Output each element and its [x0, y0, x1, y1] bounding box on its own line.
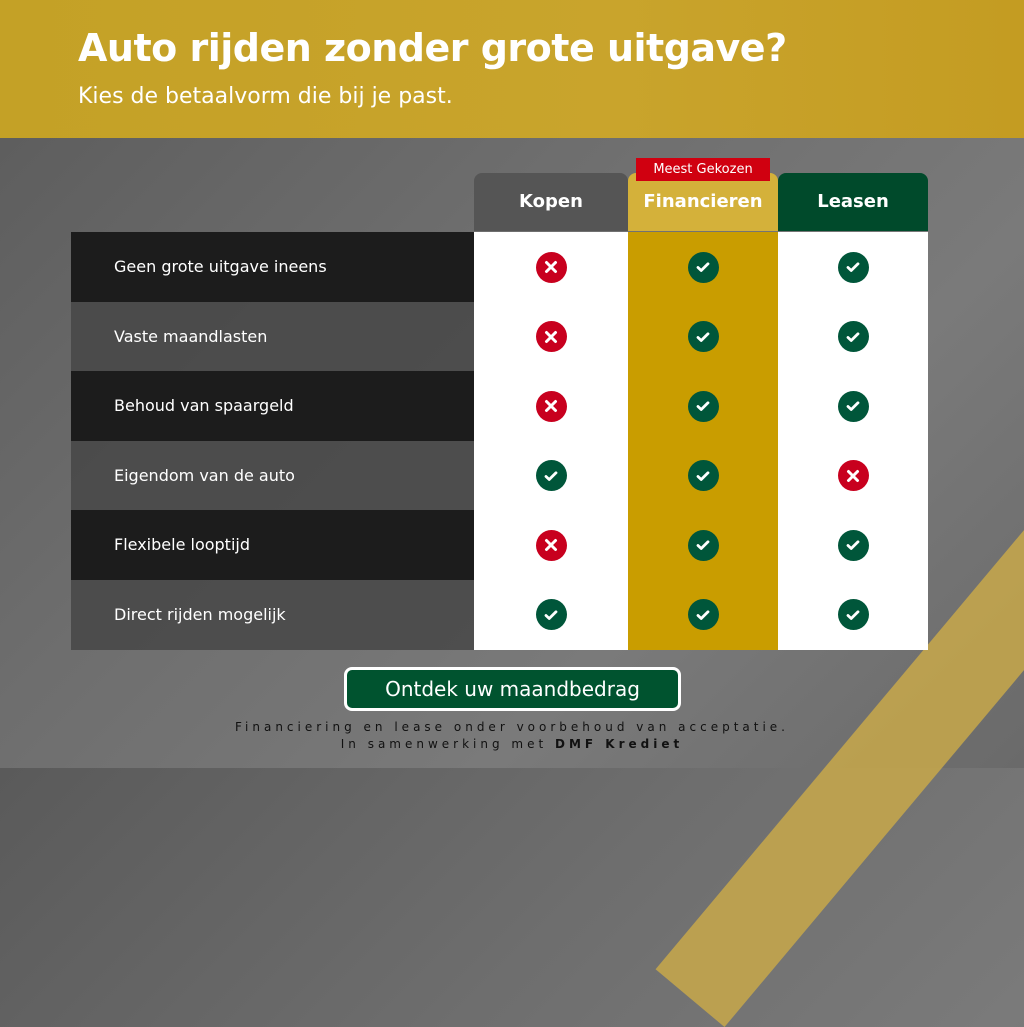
check-icon: [837, 321, 869, 352]
table-row: Behoud van spaargeld: [71, 371, 928, 441]
column-header-kopen: Kopen: [474, 173, 628, 231]
cell-financieren: [628, 440, 778, 511]
cross-icon: [535, 251, 567, 283]
check-icon: [535, 599, 567, 630]
cell-leasen: [778, 579, 928, 650]
cross-icon: [535, 529, 567, 561]
row-label: Eigendom van de auto: [71, 440, 474, 511]
check-icon: [535, 460, 567, 491]
check-icon: [687, 251, 719, 283]
footer-partner: In samenwerking met DMF Krediet: [0, 737, 1024, 751]
row-label: Vaste maandlasten: [71, 301, 474, 372]
page-subtitle: Kies de betaalvorm die bij je past.: [78, 84, 453, 109]
check-icon: [837, 599, 869, 630]
cell-kopen: [474, 510, 628, 580]
partner-brand: DMF Krediet: [555, 737, 684, 751]
cross-icon: [535, 390, 567, 422]
table-row: Vaste maandlasten: [71, 301, 928, 372]
cell-leasen: [778, 510, 928, 580]
header-band: [0, 0, 1024, 138]
cell-leasen: [778, 301, 928, 372]
most-chosen-badge: Meest Gekozen: [636, 158, 770, 181]
cell-kopen: [474, 301, 628, 372]
check-icon: [687, 460, 719, 491]
footer-partner-text: In samenwerking met: [340, 737, 556, 751]
column-header-leasen: Leasen: [778, 173, 928, 231]
row-label: Behoud van spaargeld: [71, 371, 474, 441]
column-header-financieren: Financieren: [628, 173, 778, 231]
page-title: Auto rijden zonder grote uitgave?: [78, 26, 787, 70]
check-icon: [687, 321, 719, 352]
cell-financieren: [628, 232, 778, 302]
cell-leasen: [778, 440, 928, 511]
cell-kopen: [474, 232, 628, 302]
table-row: Geen grote uitgave ineens: [71, 232, 928, 302]
row-label: Flexibele looptijd: [71, 510, 474, 580]
check-icon: [687, 599, 719, 630]
check-icon: [837, 251, 869, 283]
footer-disclaimer: Financiering en lease onder voorbehoud v…: [235, 720, 789, 734]
table-row: Eigendom van de auto: [71, 440, 928, 511]
cell-financieren: [628, 579, 778, 650]
cell-financieren: [628, 510, 778, 580]
discover-monthly-amount-button[interactable]: Ontdek uw maandbedrag: [344, 667, 681, 711]
check-icon: [837, 529, 869, 561]
cross-icon: [535, 321, 567, 352]
check-icon: [837, 390, 869, 422]
row-label: Geen grote uitgave ineens: [71, 232, 474, 302]
cell-leasen: [778, 232, 928, 302]
table-row: Flexibele looptijd: [71, 510, 928, 580]
cell-kopen: [474, 371, 628, 441]
cell-financieren: [628, 371, 778, 441]
cell-kopen: [474, 440, 628, 511]
table-row: Direct rijden mogelijk: [71, 579, 928, 650]
row-label: Direct rijden mogelijk: [71, 579, 474, 650]
check-icon: [687, 390, 719, 422]
check-icon: [687, 529, 719, 561]
cell-financieren: [628, 301, 778, 372]
cell-leasen: [778, 371, 928, 441]
cell-kopen: [474, 579, 628, 650]
cross-icon: [837, 460, 869, 491]
